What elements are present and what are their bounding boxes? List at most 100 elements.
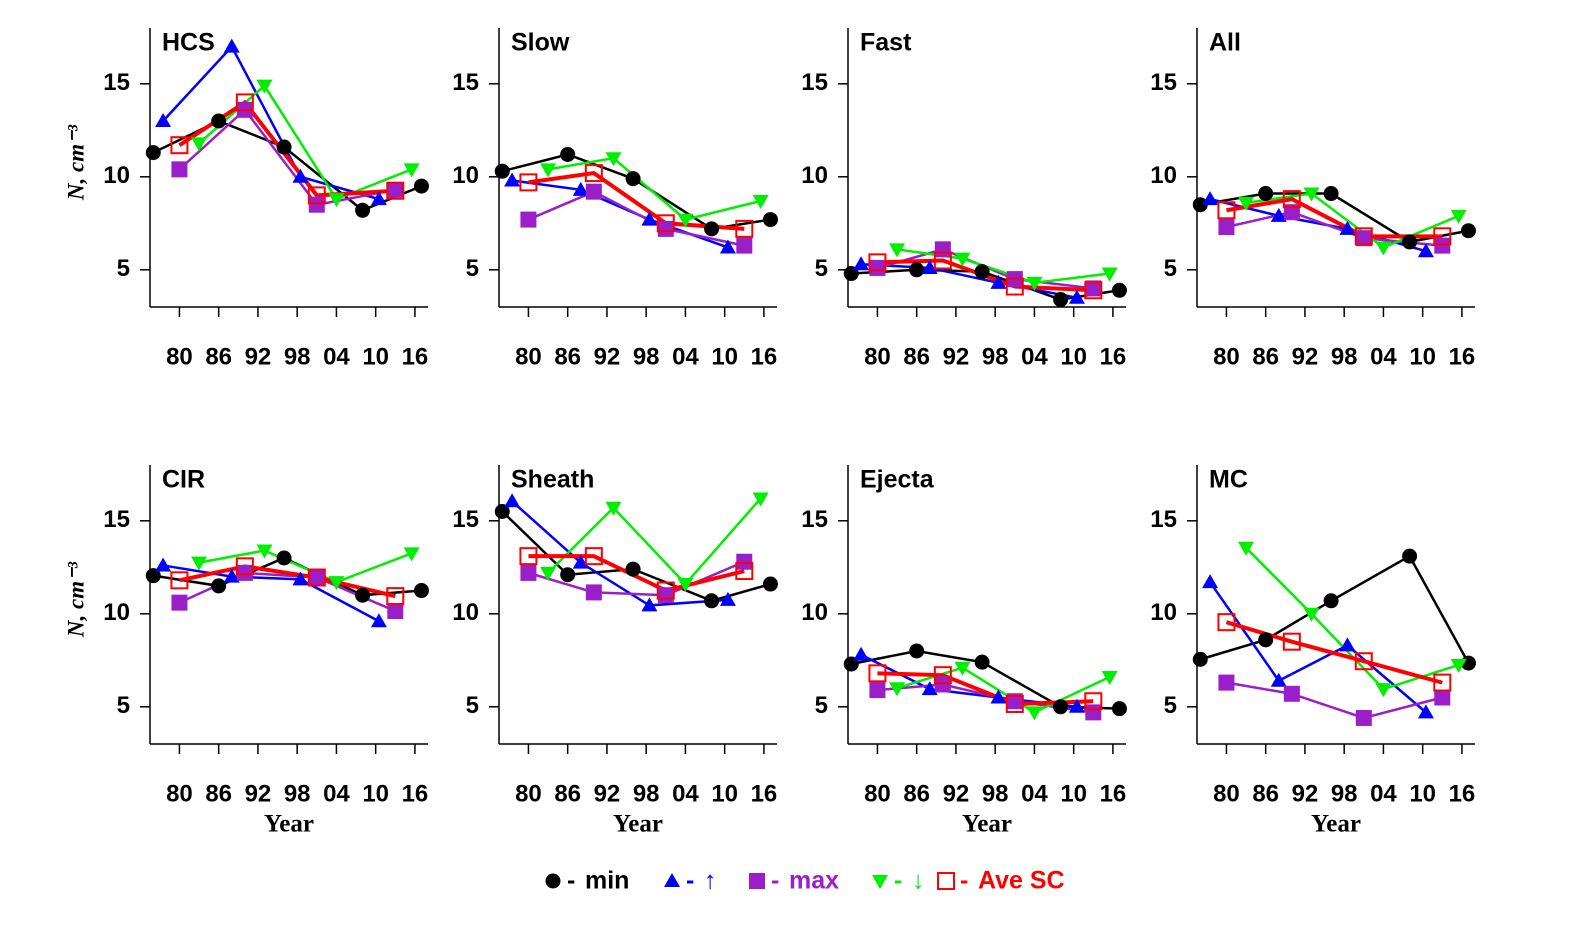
legend-marker	[749, 873, 765, 889]
marker	[170, 571, 189, 590]
marker	[1084, 281, 1103, 300]
legend-dash: -	[686, 867, 694, 895]
x-tick-label: 10	[1060, 780, 1087, 807]
legend-dash: -	[771, 867, 779, 895]
marker	[1323, 593, 1339, 609]
y-tick-label: 5	[1164, 692, 1177, 719]
marker	[1085, 704, 1102, 721]
x-tick-label: 16	[402, 343, 429, 370]
marker	[656, 214, 675, 233]
marker	[1218, 219, 1235, 236]
marker	[191, 556, 208, 571]
marker	[235, 557, 254, 576]
y-tick-label: 15	[1150, 69, 1177, 96]
x-tick-label: 16	[402, 780, 429, 807]
marker	[641, 597, 658, 612]
marker	[1111, 282, 1127, 298]
marker	[504, 493, 521, 508]
marker	[641, 211, 658, 226]
marker	[735, 562, 754, 581]
marker	[909, 262, 925, 278]
x-tick-label: 92	[943, 780, 970, 807]
x-tick-label: 80	[166, 780, 193, 807]
x-tick-label: 92	[943, 343, 970, 370]
marker	[1433, 227, 1452, 246]
x-tick-label: 80	[515, 343, 542, 370]
legend-dash: -	[567, 867, 575, 895]
y-tick-label: 15	[103, 69, 130, 96]
panel-title: Sheath	[511, 466, 594, 494]
x-tick-label: 86	[1252, 343, 1279, 370]
marker	[752, 492, 769, 507]
series-line	[179, 564, 396, 599]
marker	[1202, 574, 1219, 589]
marker	[1417, 243, 1434, 258]
marker	[1354, 227, 1373, 246]
marker	[954, 252, 971, 267]
panel-title: Ejecta	[860, 466, 935, 494]
legend-label: ↓	[912, 867, 925, 895]
marker	[657, 587, 674, 604]
marker	[211, 113, 227, 129]
panel-title: MC	[1209, 466, 1248, 494]
y-tick-label: 15	[801, 506, 828, 533]
x-tick-label: 10	[1060, 343, 1087, 370]
y-tick-label: 10	[452, 162, 479, 189]
x-tick-label: 16	[751, 780, 778, 807]
marker	[223, 568, 240, 583]
series-line	[198, 549, 413, 584]
x-tick-label: 10	[362, 780, 389, 807]
series-line	[511, 500, 729, 607]
marker	[494, 163, 510, 179]
marker	[752, 194, 769, 209]
x-tick-label: 04	[323, 780, 350, 807]
marker	[869, 259, 886, 276]
x-tick-label: 86	[205, 343, 232, 370]
panel-title: Slow	[511, 29, 570, 57]
marker	[540, 566, 557, 581]
marker	[1282, 632, 1301, 651]
marker	[1339, 637, 1356, 652]
marker	[736, 553, 753, 570]
marker	[235, 93, 254, 112]
marker	[1303, 607, 1320, 622]
marker	[1450, 209, 1467, 224]
marker	[145, 145, 161, 161]
x-tick-label: 04	[1021, 780, 1048, 807]
x-axis-label: Year	[613, 811, 663, 838]
marker	[974, 654, 990, 670]
x-tick-label: 80	[864, 780, 891, 807]
marker	[1192, 197, 1208, 213]
series-line	[861, 262, 1078, 299]
y-tick-label: 5	[815, 255, 828, 282]
marker	[355, 202, 371, 218]
x-tick-label: 10	[1409, 780, 1436, 807]
marker	[1068, 289, 1085, 304]
x-tick-label: 86	[554, 343, 581, 370]
marker	[762, 212, 778, 228]
x-tick-label: 16	[1100, 780, 1127, 807]
marker	[868, 253, 887, 272]
marker	[256, 79, 273, 94]
x-tick-label: 92	[245, 343, 272, 370]
series-line	[1199, 554, 1470, 664]
marker	[889, 682, 906, 697]
series-line	[162, 564, 380, 623]
x-tick-label: 10	[711, 343, 738, 370]
marker	[1238, 196, 1255, 211]
marker	[1417, 704, 1434, 719]
marker	[974, 264, 990, 280]
marker	[155, 557, 172, 572]
marker	[933, 666, 952, 685]
marker	[656, 581, 675, 600]
y-tick-label: 10	[1150, 599, 1177, 626]
x-tick-label: 86	[903, 780, 930, 807]
series-line	[1225, 620, 1443, 685]
marker	[155, 113, 172, 127]
legend-label: max	[789, 867, 839, 895]
y-axis-label: N, cm⁻³	[63, 124, 88, 201]
marker	[170, 136, 189, 155]
x-tick-label: 80	[166, 343, 193, 370]
x-tick-label: 86	[1252, 780, 1279, 807]
series-line	[178, 107, 396, 207]
